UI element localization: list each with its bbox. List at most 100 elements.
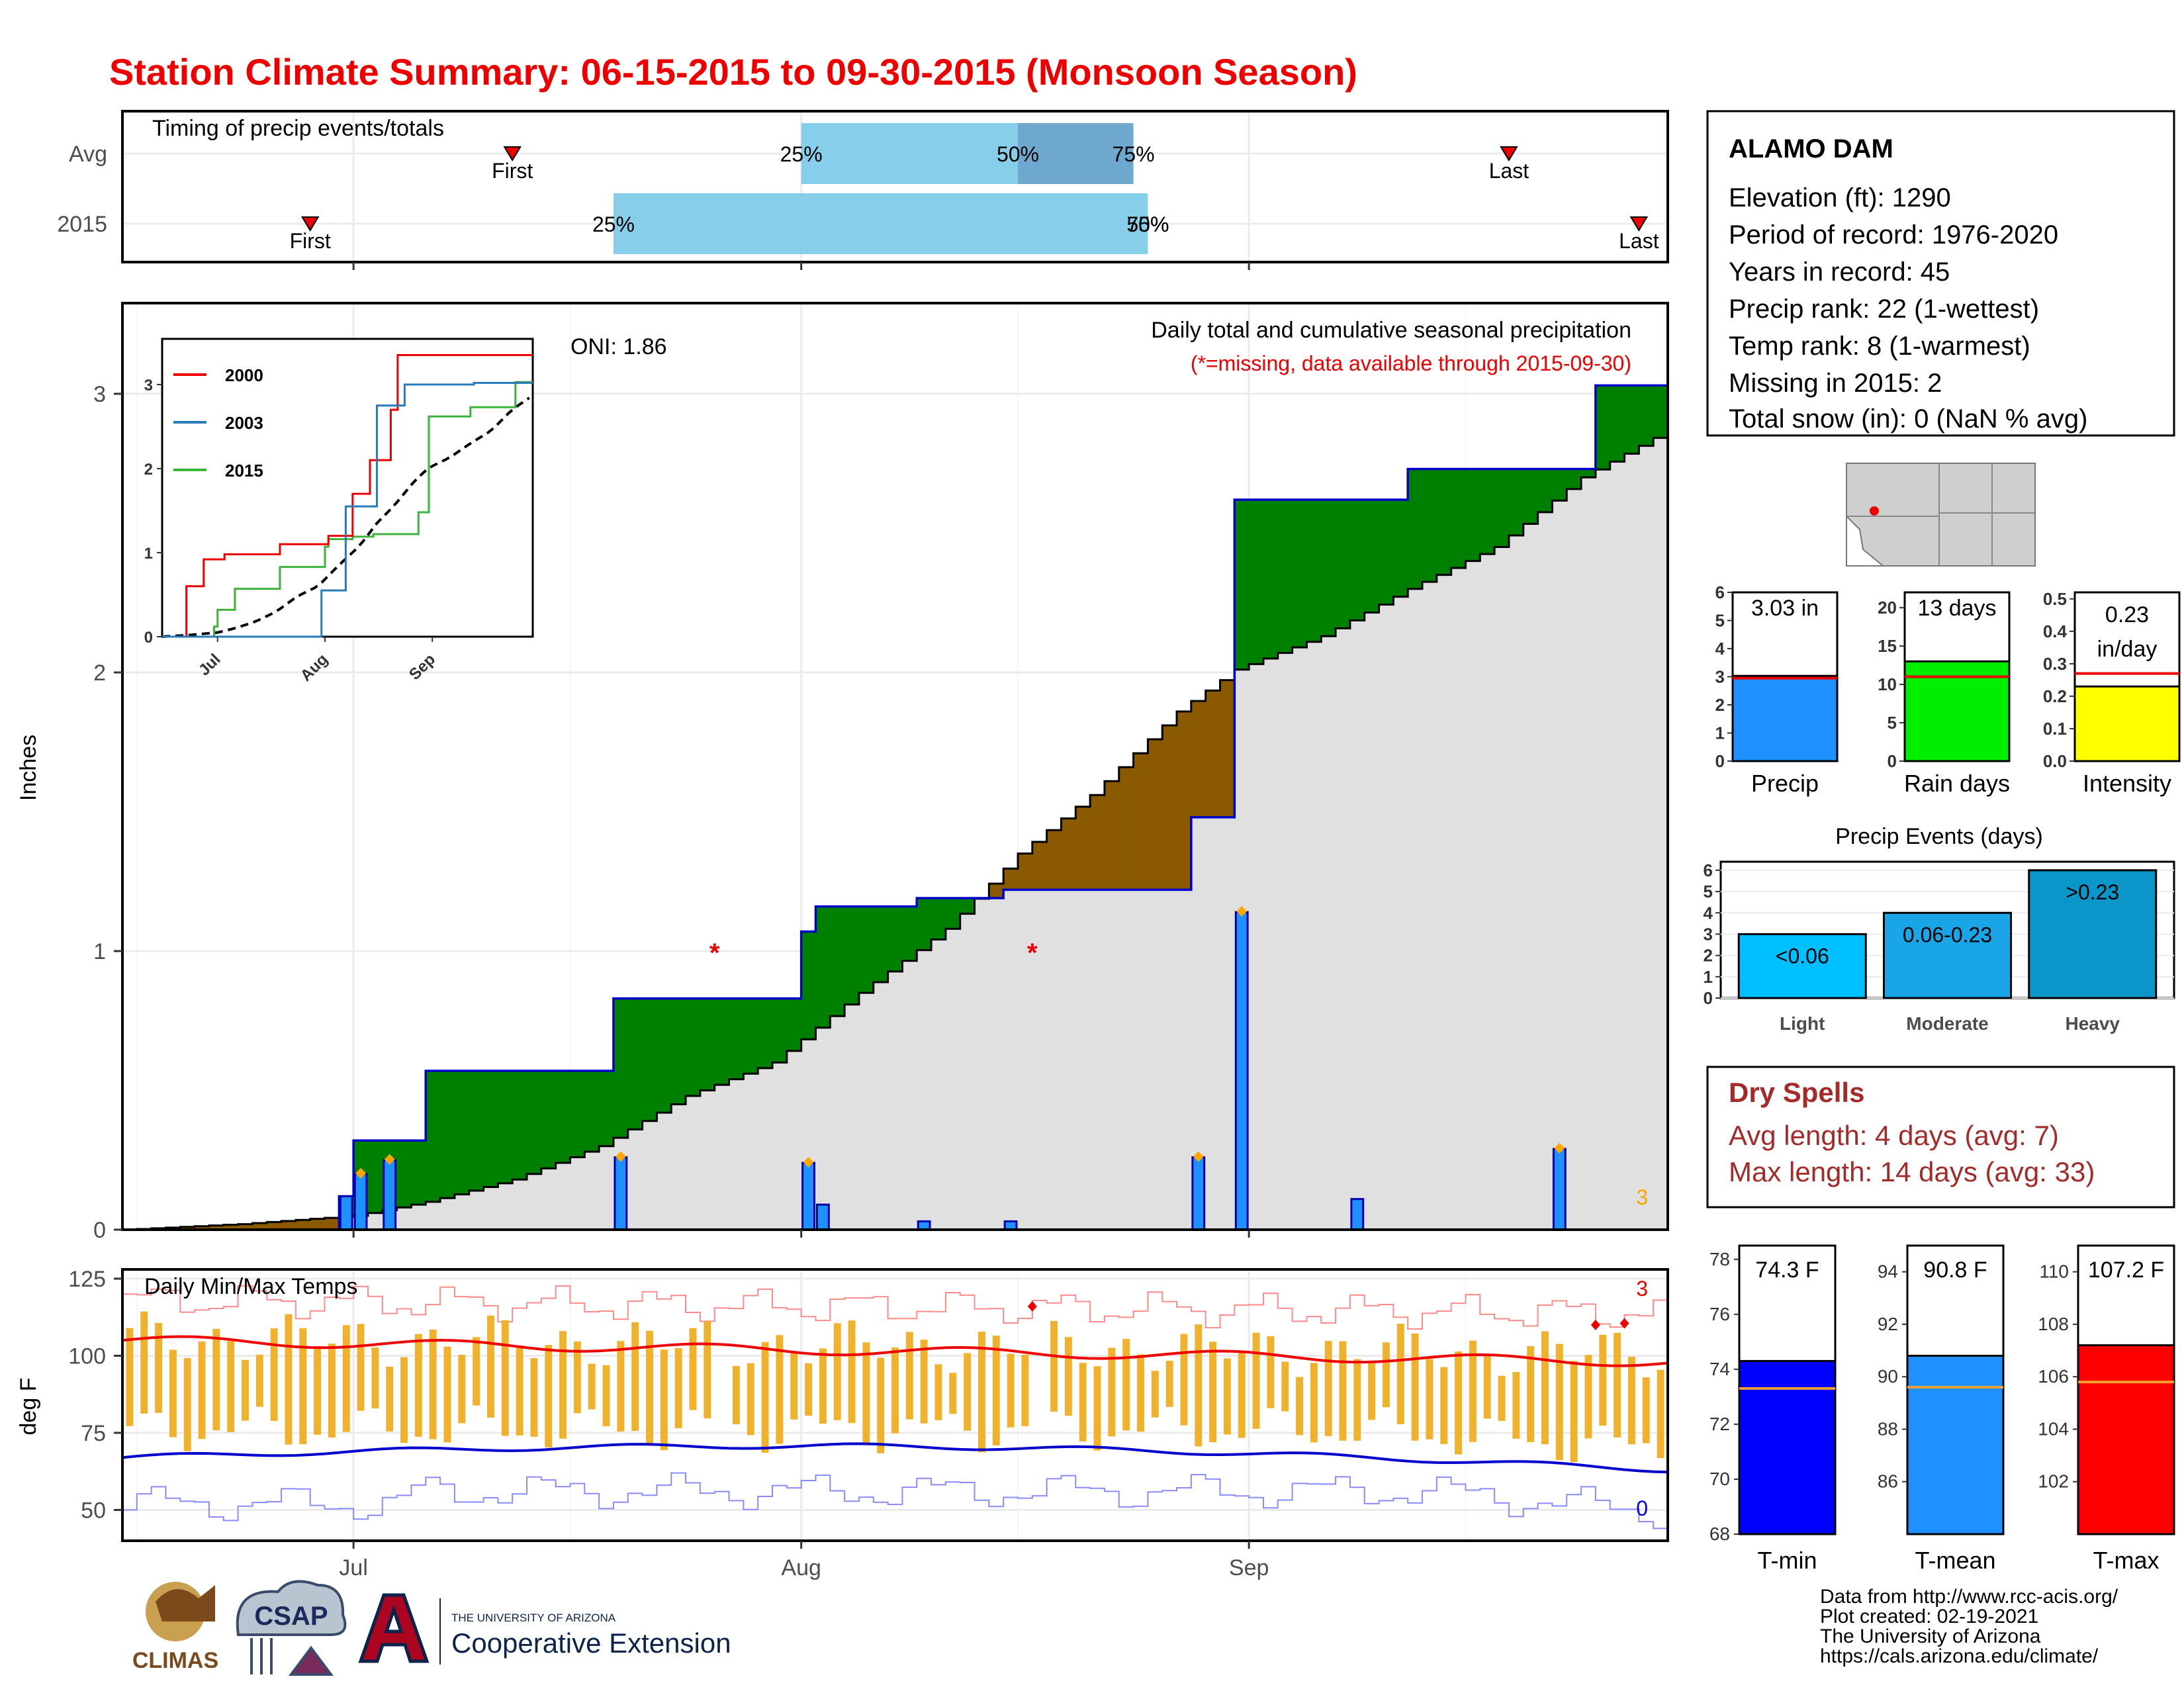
daily-temp-bar-27 bbox=[516, 1345, 523, 1436]
diff-fill-day-50 bbox=[844, 906, 860, 1005]
diff-fill-day-17 bbox=[367, 1140, 383, 1213]
daily-temp-bar-22 bbox=[443, 1346, 451, 1443]
csap-logo: CSAP bbox=[236, 1580, 347, 1676]
daily-temp-bar-54 bbox=[905, 1332, 913, 1420]
credit-university: The University of Arizona bbox=[1820, 1625, 2041, 1647]
summary-tick-label-0-1: 1 bbox=[1715, 723, 1725, 743]
daily-temp-bar-10 bbox=[270, 1328, 278, 1421]
diff-fill-day-4 bbox=[180, 1226, 195, 1230]
dry-spells-box: Dry Spells Avg length: 4 days (avg: 7) M… bbox=[1706, 1066, 2175, 1209]
diff-fill-day-39 bbox=[686, 998, 701, 1096]
station-temp-rank: Temp rank: 8 (1-warmest) bbox=[1729, 332, 2030, 361]
avg-min-temp-line bbox=[122, 1442, 1668, 1474]
daily-temp-bar-65 bbox=[1064, 1337, 1072, 1416]
timing-pct-label-0-0: 25% bbox=[780, 142, 823, 166]
credit-url: https://cals.arizona.edu/climate/ bbox=[1820, 1645, 2099, 1667]
locator-map-frame bbox=[1846, 463, 2036, 567]
daily-temp-bar-55 bbox=[920, 1340, 928, 1424]
precip-events-category-1: Moderate bbox=[1906, 1013, 1988, 1034]
diff-fill-day-45 bbox=[772, 998, 788, 1063]
diff-fill-day-52 bbox=[873, 906, 889, 983]
diff-fill-day-61 bbox=[1003, 868, 1019, 890]
summary-tick-label-0-0: 0 bbox=[1715, 751, 1725, 771]
ua-logo-letter bbox=[358, 1593, 430, 1663]
daily-precip-bar-5 bbox=[815, 1203, 830, 1231]
x-tick-label-2: Sep bbox=[1229, 1555, 1269, 1580]
daily-temp-bar-100 bbox=[1570, 1361, 1578, 1463]
oni-label: ONI: 1.86 bbox=[570, 334, 667, 359]
diff-fill-day-23 bbox=[454, 1071, 470, 1195]
csap-logo-text: CSAP bbox=[254, 1602, 328, 1631]
daily-temp-bar-98 bbox=[1541, 1331, 1549, 1445]
summary-tick-label-0-2: 2 bbox=[1715, 695, 1725, 715]
inset-legend: 2000 2003 2015 bbox=[173, 365, 263, 480]
temp-ytick-label-0: 50 bbox=[81, 1498, 106, 1523]
daily-temp-bar-45 bbox=[776, 1335, 784, 1444]
diff-fill-day-99 bbox=[1552, 469, 1568, 501]
daily-temp-bar-80 bbox=[1281, 1361, 1289, 1412]
diff-fill-day-94 bbox=[1480, 469, 1495, 555]
diff-fill-day-60 bbox=[989, 884, 1004, 899]
summary-label-1: Rain days bbox=[1904, 770, 2010, 797]
summary-value-1: 13 days bbox=[1917, 596, 1996, 621]
diff-fill-day-106 bbox=[1653, 385, 1668, 438]
daily-temp-bar-14 bbox=[328, 1344, 336, 1438]
daily-temp-bar-36 bbox=[646, 1330, 653, 1445]
daily-temp-bar-30 bbox=[559, 1331, 567, 1439]
diff-fill-day-93 bbox=[1465, 469, 1481, 561]
x-tick-label-1: Aug bbox=[781, 1555, 821, 1580]
station-info-frame bbox=[1706, 110, 2175, 437]
diff-fill-day-89 bbox=[1408, 469, 1423, 589]
temp-summary-tick-label-0-3: 74 bbox=[1709, 1359, 1730, 1379]
daily-temp-bar-49 bbox=[833, 1323, 841, 1420]
daily-temp-bar-46 bbox=[790, 1351, 798, 1420]
summary-tick-label-2-5: 0.5 bbox=[2043, 589, 2067, 609]
precip-events-bar-0 bbox=[1737, 933, 1867, 999]
x-axis: Jul Aug Sep bbox=[339, 262, 1269, 1580]
daily-temp-bar-12 bbox=[299, 1328, 307, 1445]
daily-temp-bar-59 bbox=[978, 1332, 985, 1453]
diff-fill-day-20 bbox=[411, 1140, 427, 1205]
summary-label-2: Intensity bbox=[2083, 770, 2171, 797]
daily-temp-bar-32 bbox=[588, 1363, 596, 1410]
diff-fill-day-34 bbox=[613, 998, 629, 1138]
avg-cumulative-area bbox=[122, 430, 1668, 1230]
temp-summary-tick-label-0-2: 72 bbox=[1709, 1414, 1730, 1434]
timing-marker-1-first bbox=[300, 216, 320, 232]
temp-summary-tick-label-1-3: 92 bbox=[1878, 1314, 1898, 1334]
climas-logo-shape bbox=[156, 1585, 215, 1622]
diff-fill-day-37 bbox=[657, 998, 672, 1113]
timing-marker-0-last bbox=[1500, 146, 1518, 161]
daily-temp-bar-69 bbox=[1122, 1338, 1130, 1431]
precip-events-bar-2 bbox=[2028, 869, 2158, 999]
daily-temp-bar-97 bbox=[1527, 1346, 1535, 1442]
daily-temp-bar-48 bbox=[819, 1348, 827, 1424]
daily-temp-bar-21 bbox=[429, 1329, 437, 1440]
record-break-marker-1 bbox=[1590, 1319, 1600, 1330]
credit-plot-created: Plot created: 02-19-2021 bbox=[1820, 1606, 2038, 1627]
timing-box-high-0 bbox=[1017, 123, 1134, 184]
diff-fill-day-48 bbox=[815, 906, 831, 1028]
temp-summary-tick-label-2-4: 110 bbox=[2039, 1261, 2069, 1282]
daily-temp-bar-28 bbox=[530, 1358, 538, 1437]
diff-fill-day-10 bbox=[267, 1222, 282, 1230]
daily-temp-bar-57 bbox=[949, 1373, 957, 1414]
summary-bar-charts: 0 1 2 3 4 5 6 3.03 in Precip 0 5 10 15 20 13 days Rain … bbox=[1715, 582, 2181, 797]
inset-lines bbox=[161, 354, 533, 638]
summary-tick-label-2-4: 0.4 bbox=[2043, 621, 2068, 641]
daily-temp-bar-6 bbox=[212, 1328, 220, 1431]
diff-fill-day-80 bbox=[1277, 499, 1293, 653]
daily-temp-bar-31 bbox=[573, 1342, 581, 1414]
temp-ytick-label-3: 125 bbox=[68, 1267, 106, 1292]
diff-fill-day-90 bbox=[1422, 469, 1437, 582]
summary-tick-label-1-1: 5 bbox=[1888, 713, 1897, 733]
temp-summary-bars: 68 70 72 74 76 78 74.3 F T-min 86 88 90 92 94 90.8 F T… bbox=[1709, 1244, 2175, 1574]
inset-ytick-label-0: 0 bbox=[144, 629, 153, 647]
precip-events-range-0: <0.06 bbox=[1776, 944, 1829, 968]
diff-fill-day-92 bbox=[1451, 469, 1467, 569]
diff-fill-day-12 bbox=[295, 1220, 311, 1230]
diff-fill-day-47 bbox=[801, 931, 817, 1040]
summary-bar-0 bbox=[1731, 674, 1839, 762]
